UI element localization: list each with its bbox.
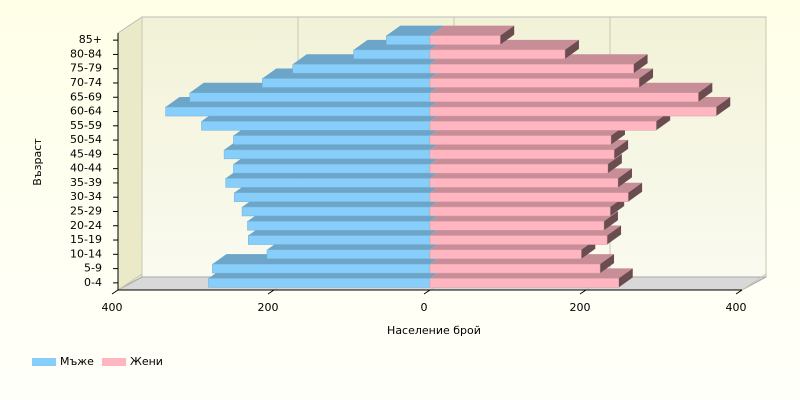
bar-front [241,206,431,217]
bar-front [429,49,566,60]
bar-side [614,139,629,159]
bar-front [429,149,615,160]
bar-side [500,25,515,45]
y-tick-label: 50-54 [70,133,102,146]
grid-line [117,17,143,291]
bar-top [430,25,515,36]
bar-front [248,235,431,245]
legend-label: Жени [130,355,163,368]
bar-front [429,121,657,131]
bar-front [262,78,431,88]
bar-front [201,121,431,131]
bar-front [223,149,431,160]
bar-front [429,63,634,74]
legend-swatch [32,358,56,366]
bar-side [639,68,654,88]
bar-front [429,278,620,288]
y-tick-label: 60-64 [70,105,102,118]
bar-side [607,225,622,245]
y-tick-label: 10-14 [70,247,102,260]
bar-front [233,135,431,145]
bar-front [189,92,431,102]
x-tick-label: 200 [570,301,591,314]
bar-side [698,82,713,102]
y-tick-label: 30-34 [70,190,102,203]
y-tick-label: 75-79 [70,62,102,75]
bar-side [607,154,622,174]
x-tick [579,289,587,295]
bar-side [716,97,731,117]
bar-front [165,106,431,117]
bar-side [564,39,579,59]
bar-front [247,221,431,231]
x-tick-label: 400 [726,301,747,314]
bar-front [208,278,431,288]
bar-side [617,168,632,188]
y-tick-label: 65-69 [70,90,102,103]
bar-front [429,78,640,88]
x-axis-label: Население брой [387,324,481,337]
bar-side [618,268,633,288]
legend: Мъже Жени [32,355,163,368]
bar-front [429,178,619,188]
y-tick-label: 45-49 [70,147,102,160]
bar-front [429,163,609,174]
bar-front [233,163,431,174]
x-tick [267,289,275,295]
y-tick-label: 70-74 [70,76,102,89]
y-tick-label: 5-9 [84,262,102,275]
y-tick-label: 80-84 [70,47,102,60]
bar-front [429,249,582,260]
legend-swatch [102,358,126,366]
bar-front [386,35,431,45]
bar-front [233,192,431,202]
bar-front [266,249,431,260]
legend-label: Мъже [60,355,94,368]
y-tick-label: 40-44 [70,162,102,175]
y-tick-label: 25-29 [70,204,102,217]
x-tick [735,289,743,295]
x-tick [111,289,119,295]
bar-front [429,92,699,102]
bar-front [429,221,605,231]
y-tick-label: 55-59 [70,119,102,132]
bar-front [429,206,611,217]
bar-front [429,35,501,45]
y-tick-label: 0-4 [84,276,102,289]
bar-side [603,211,618,231]
y-tick-label: 15-19 [70,233,102,246]
bar-top [386,25,444,36]
bar-front [429,235,608,245]
x-tick-label: 400 [102,301,123,314]
bar-front [212,263,431,274]
bar-front [429,106,717,117]
bar [429,25,515,45]
bar-side [633,54,648,74]
y-axis-label: Възраст [31,138,44,186]
x-tick-label: 0 [421,301,428,314]
left-wall [117,16,143,291]
y-tick-label: 85+ [79,33,102,46]
y-tick-label: 35-39 [70,176,102,189]
bar-side [600,254,615,274]
bar-front [429,263,601,274]
grid-line [741,17,767,291]
y-tick-label: 20-24 [70,219,102,232]
bar-front [429,135,612,145]
x-tick [423,289,431,295]
x-tick-label: 200 [258,301,279,314]
bar-front [292,63,431,74]
bar-front [225,178,431,188]
bar-side [628,182,643,202]
bar-front [353,49,431,60]
bar-front [429,192,629,202]
